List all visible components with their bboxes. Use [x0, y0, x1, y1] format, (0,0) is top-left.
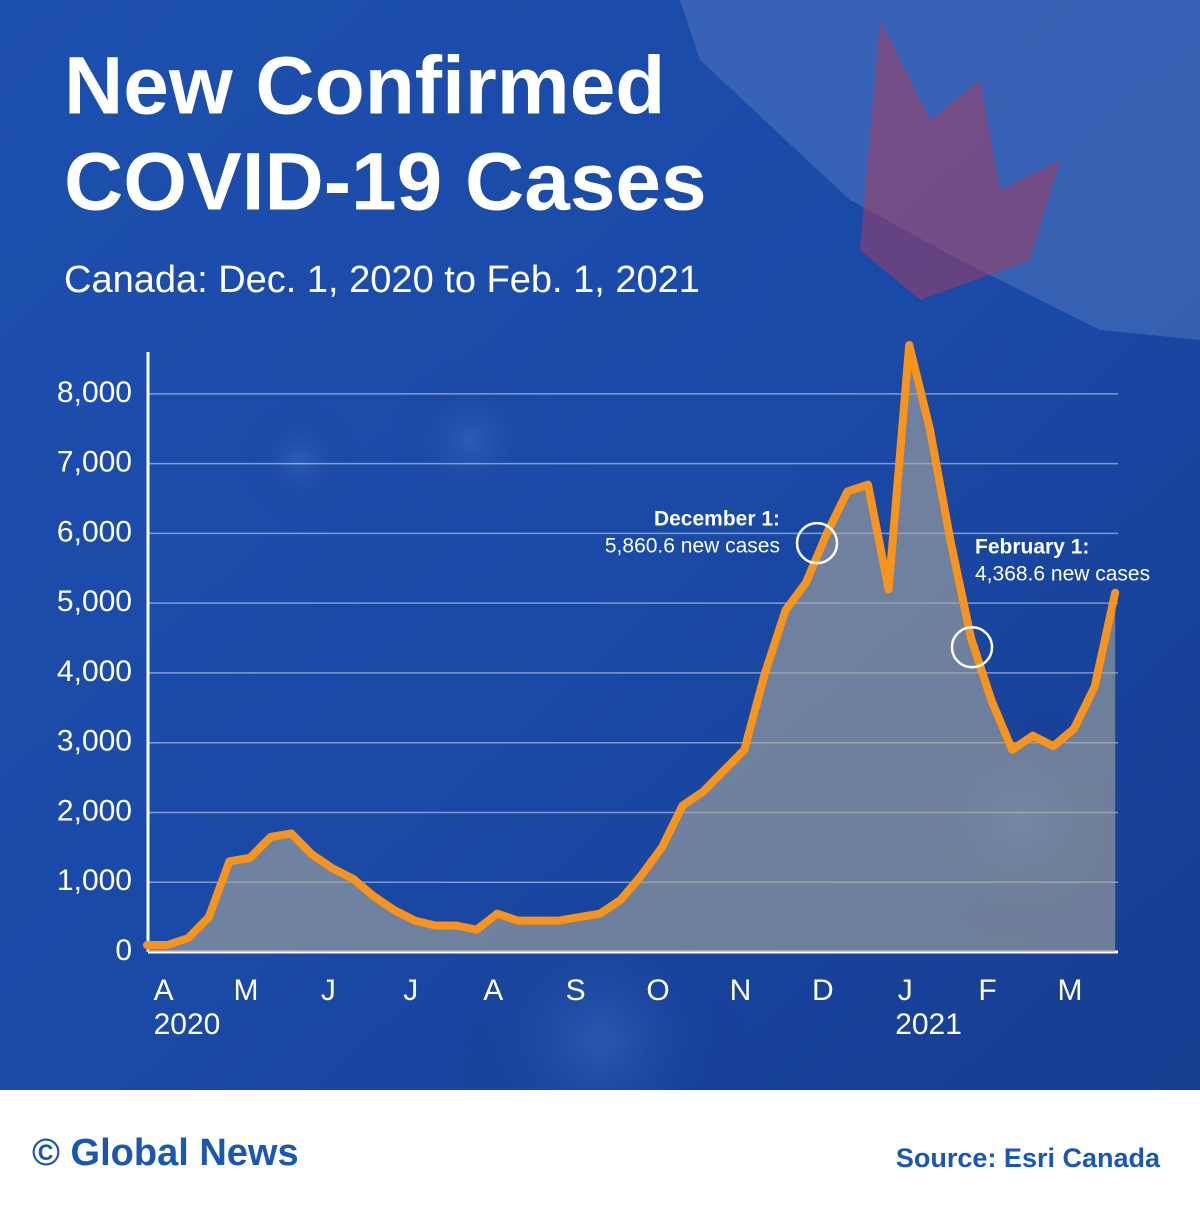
annotation-marker	[950, 625, 994, 669]
annotation-text: 4,368.6 new cases	[975, 563, 1150, 586]
x-tick-label: N	[730, 974, 752, 1007]
y-tick-label: 7,000	[57, 446, 132, 479]
y-tick-label: 6,000	[57, 515, 132, 548]
title-line: COVID-19 Cases	[64, 137, 707, 228]
x-tick-label: J	[403, 974, 418, 1007]
x-tick-label: J	[321, 974, 336, 1007]
y-tick-label: 1,000	[57, 864, 132, 897]
footer-background	[0, 1090, 1200, 1225]
year-label: 2020	[154, 1008, 221, 1041]
source: Source: Esri Canada	[896, 1143, 1161, 1173]
x-tick-label: D	[812, 974, 834, 1007]
annotation-label: December 1:	[654, 508, 780, 531]
x-tick-label: F	[978, 974, 996, 1007]
y-tick-label: 4,000	[57, 655, 132, 688]
year-label: 2021	[895, 1008, 962, 1041]
title-line: New Confirmed	[64, 41, 665, 132]
y-tick-label: 2,000	[57, 794, 132, 827]
y-tick-label: 5,000	[57, 585, 132, 618]
area	[147, 345, 1116, 952]
x-tick-label: M	[234, 974, 259, 1007]
virus-decoration	[240, 400, 360, 520]
y-tick-label: 8,000	[57, 376, 132, 409]
y-tick-label: 3,000	[57, 725, 132, 758]
x-tick-label: O	[646, 974, 669, 1007]
x-tick-label: A	[483, 974, 503, 1007]
annotation-text: 5,860.6 new cases	[605, 535, 780, 558]
annotation-marker	[795, 521, 839, 565]
subtitle: Canada: Dec. 1, 2020 to Feb. 1, 2021	[64, 259, 700, 301]
x-tick-label: J	[898, 974, 913, 1007]
brand: © Global News	[32, 1132, 299, 1174]
x-tick-label: A	[154, 974, 174, 1007]
flag-leaf	[860, 20, 1060, 300]
virus-decoration	[390, 360, 550, 520]
x-tick-label: S	[566, 974, 586, 1007]
y-tick-label: 0	[115, 934, 132, 967]
x-tick-label: M	[1058, 974, 1083, 1007]
line	[143, 341, 1120, 949]
annotation-label: February 1:	[975, 536, 1089, 559]
